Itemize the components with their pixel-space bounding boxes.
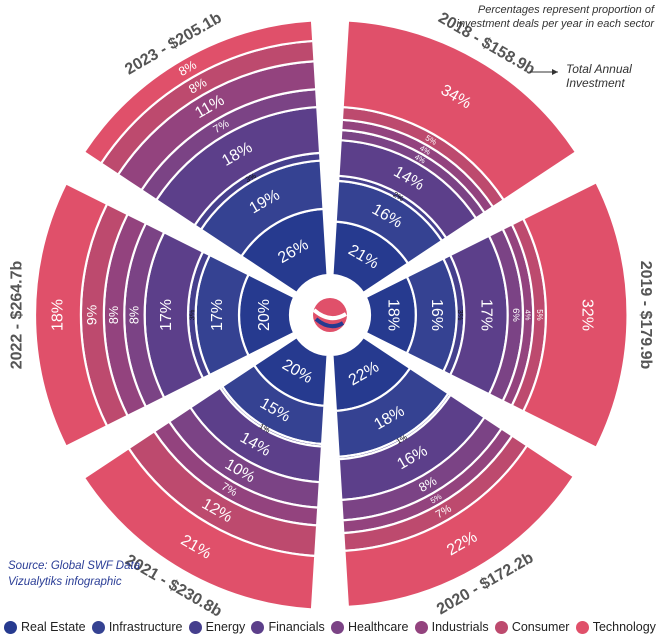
legend-label: Financials <box>268 620 325 634</box>
legend-swatch <box>575 620 589 634</box>
segment-technology <box>82 19 315 165</box>
wedges <box>33 19 629 611</box>
legend-swatch <box>251 620 265 634</box>
legend-label: Healthcare <box>347 620 409 634</box>
legend-item: Industrials <box>414 620 489 634</box>
legend-label: Real Estate <box>21 620 86 634</box>
legend-item: Financials <box>251 620 325 634</box>
legend-item: Consumer <box>494 620 570 634</box>
legend-swatch <box>4 620 17 634</box>
total-annual-investment-label: Total Annual Investment <box>566 62 632 91</box>
legend-swatch <box>91 620 105 634</box>
credit-line: Vizualytiks infographic <box>8 575 122 588</box>
value-label: 17% <box>209 299 226 331</box>
legend-item: Technology <box>575 620 656 634</box>
legend: Real Estate Infrastructure Energy Financ… <box>4 620 656 634</box>
value-label: 20% <box>256 299 273 331</box>
legend-item: Infrastructure <box>91 620 183 634</box>
segment-technology <box>82 446 317 611</box>
value-label: 3% <box>456 310 465 321</box>
value-label: 18% <box>49 299 66 331</box>
value-label: 4% <box>524 310 533 321</box>
logo-swoosh <box>312 308 348 321</box>
segment-technology <box>343 443 576 609</box>
segment-technology <box>521 180 629 450</box>
legend-swatch <box>494 620 508 634</box>
value-label: 16% <box>428 299 445 331</box>
segment-technology <box>33 181 109 449</box>
legend-swatch <box>330 620 344 634</box>
header-note: Percentages represent proportion of inve… <box>456 4 655 30</box>
legend-item: Real Estate <box>4 620 86 634</box>
logo-swoosh <box>314 317 345 329</box>
segment-technology <box>341 19 578 202</box>
legend-label: Technology <box>592 620 656 634</box>
value-label: 8% <box>107 306 121 324</box>
value-label: 6% <box>510 308 521 322</box>
value-label: 17% <box>478 299 495 331</box>
source-note: Source: Global SWF Data Vizualytiks info… <box>8 559 140 590</box>
year-label: 2019 - $179.9b <box>637 261 654 370</box>
value-label: 18% <box>384 299 401 331</box>
legend-label: Consumer <box>511 620 570 634</box>
legend-swatch <box>414 620 428 634</box>
arrow-head-icon <box>552 69 558 75</box>
value-label: 5% <box>535 309 544 320</box>
center-logo-icon <box>307 292 353 338</box>
value-label: 17% <box>158 299 175 331</box>
legend-label: Energy <box>205 620 246 634</box>
legend-swatch <box>188 620 202 634</box>
value-label: 8% <box>127 306 141 324</box>
value-label: 9% <box>84 304 100 325</box>
source-line: Source: Global SWF Data <box>8 560 141 572</box>
legend-item: Energy <box>188 620 246 634</box>
value-label: 32% <box>578 299 595 331</box>
legend-label: Industrials <box>431 620 489 634</box>
value-label: 3% <box>187 309 196 320</box>
legend-item: Healthcare <box>330 620 409 634</box>
legend-label: Infrastructure <box>108 620 183 634</box>
year-label: 2022 - $264.7b <box>9 261 26 370</box>
